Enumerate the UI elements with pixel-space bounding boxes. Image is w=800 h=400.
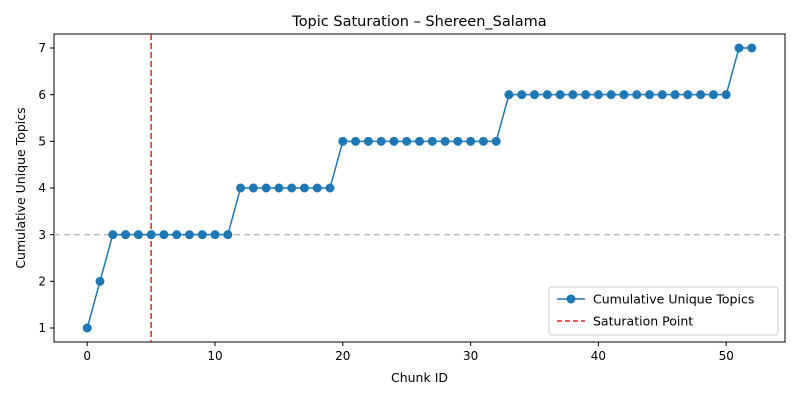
data-point bbox=[721, 90, 731, 100]
x-tick-label: 30 bbox=[463, 349, 478, 363]
y-tick-label: 6 bbox=[38, 88, 46, 102]
data-point bbox=[389, 136, 399, 146]
x-axis: 0 10 20 30 40 50 bbox=[83, 342, 734, 363]
data-point bbox=[274, 183, 284, 193]
data-point bbox=[478, 136, 488, 146]
data-point bbox=[747, 43, 757, 53]
data-point bbox=[517, 90, 527, 100]
legend-saturation-label: Saturation Point bbox=[593, 314, 693, 329]
data-point bbox=[146, 230, 156, 240]
y-axis-label: Cumulative Unique Topics bbox=[13, 107, 28, 268]
data-point bbox=[363, 136, 373, 146]
legend-series-label: Cumulative Unique Topics bbox=[593, 292, 754, 307]
data-point bbox=[159, 230, 169, 240]
data-point bbox=[542, 90, 552, 100]
y-tick-label: 5 bbox=[38, 135, 46, 149]
data-point bbox=[312, 183, 322, 193]
data-point bbox=[133, 230, 143, 240]
data-point bbox=[491, 136, 501, 146]
data-point bbox=[632, 90, 642, 100]
data-point bbox=[236, 183, 246, 193]
data-point bbox=[466, 136, 476, 146]
data-point bbox=[108, 230, 118, 240]
legend-box bbox=[548, 286, 779, 336]
data-point bbox=[440, 136, 450, 146]
data-point bbox=[121, 230, 131, 240]
legend: Cumulative Unique Topics Saturation Poin… bbox=[548, 286, 779, 336]
data-point bbox=[402, 136, 412, 146]
data-point bbox=[351, 136, 361, 146]
data-point bbox=[95, 276, 105, 286]
data-point bbox=[325, 183, 335, 193]
x-tick-label: 10 bbox=[207, 349, 222, 363]
data-point bbox=[670, 90, 680, 100]
chart-title: Topic Saturation – Shereen_Salama bbox=[291, 14, 546, 30]
x-tick-label: 50 bbox=[719, 349, 734, 363]
data-point bbox=[453, 136, 463, 146]
data-point bbox=[415, 136, 424, 146]
data-point bbox=[376, 136, 386, 146]
x-tick-label: 40 bbox=[591, 349, 606, 363]
data-point bbox=[696, 90, 706, 100]
data-point bbox=[568, 90, 578, 100]
data-point bbox=[287, 183, 297, 193]
y-tick-label: 2 bbox=[38, 275, 46, 289]
x-tick-label: 20 bbox=[335, 349, 350, 363]
data-point bbox=[606, 90, 616, 100]
data-point bbox=[248, 183, 258, 193]
data-point bbox=[261, 183, 271, 193]
data-point bbox=[708, 90, 718, 100]
data-point bbox=[172, 230, 182, 240]
data-point bbox=[581, 90, 591, 100]
data-point bbox=[530, 90, 540, 100]
y-tick-label: 1 bbox=[38, 321, 46, 335]
data-point bbox=[645, 90, 655, 100]
data-point bbox=[683, 90, 693, 100]
data-point bbox=[299, 183, 309, 193]
data-point bbox=[197, 230, 207, 240]
y-axis: 1 2 3 4 5 6 7 bbox=[38, 41, 54, 335]
data-point bbox=[593, 90, 603, 100]
data-point bbox=[504, 90, 514, 100]
series-layer bbox=[82, 43, 757, 333]
plot-area bbox=[53, 33, 786, 343]
data-point bbox=[184, 230, 194, 240]
data-point bbox=[619, 90, 629, 100]
data-point bbox=[734, 43, 744, 53]
y-tick-label: 3 bbox=[38, 228, 46, 242]
data-point bbox=[657, 90, 667, 100]
data-point bbox=[555, 90, 565, 100]
data-point bbox=[210, 230, 220, 240]
data-point bbox=[82, 323, 92, 333]
x-tick-label: 0 bbox=[83, 349, 91, 363]
y-tick-label: 7 bbox=[38, 41, 46, 55]
data-point bbox=[338, 136, 348, 146]
data-point bbox=[223, 230, 233, 240]
y-tick-label: 4 bbox=[38, 181, 46, 195]
series-line bbox=[86, 47, 752, 329]
legend-series-marker bbox=[566, 294, 576, 304]
data-point bbox=[427, 136, 437, 146]
x-axis-label: Chunk ID bbox=[391, 370, 448, 385]
